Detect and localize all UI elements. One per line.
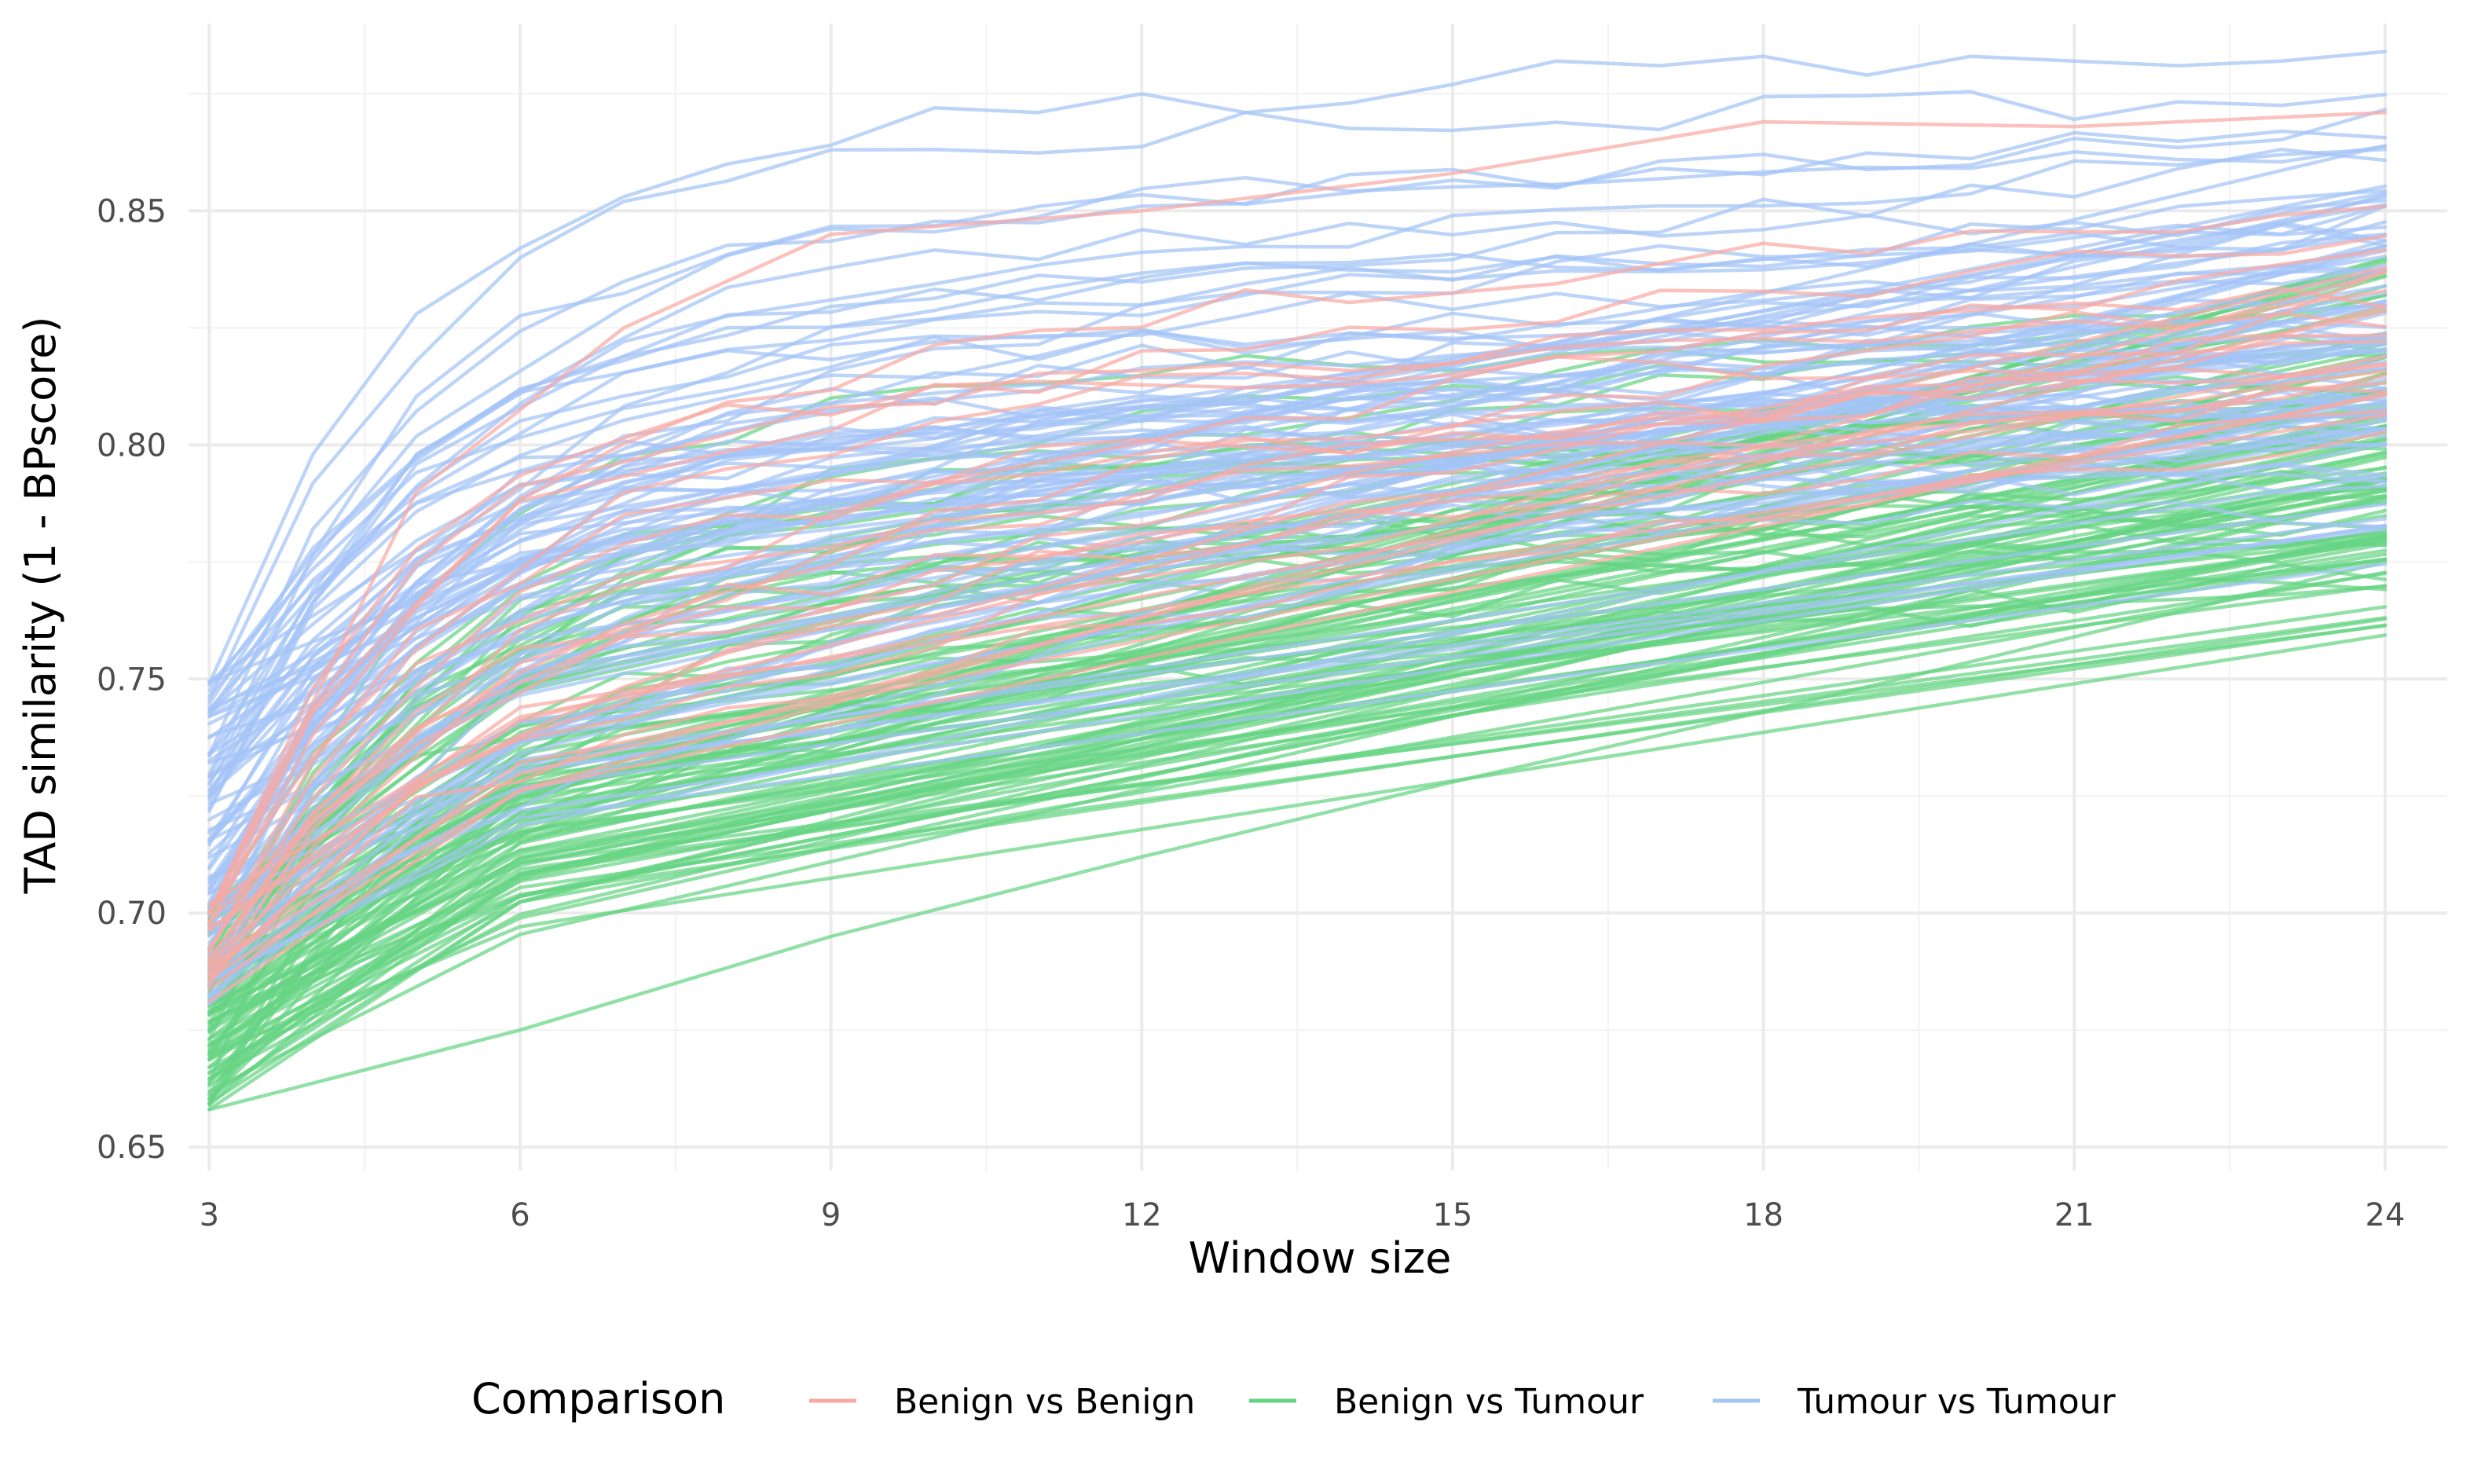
series-line-benign-vs-tumour (207, 495, 2388, 1069)
y-tick-label: 0.80 (97, 427, 167, 464)
series-line-tumour-vs-tumour (207, 220, 2388, 871)
series-line-benign-vs-benign (207, 339, 2388, 917)
series-line-tumour-vs-tumour (207, 221, 2388, 869)
series-line-benign-vs-tumour (207, 274, 2388, 1101)
x-tick-label: 21 (2054, 1197, 2095, 1233)
series-line-benign-vs-benign (207, 361, 2388, 954)
y-tick-labels: 0.65 0.70 0.75 0.80 0.85 (97, 193, 167, 1166)
x-tick-label: 9 (821, 1197, 841, 1233)
legend: Comparison Benign vs Benign Benign vs Tum… (471, 1374, 2117, 1424)
y-axis-title: TAD similarity (1 - BPscore) (16, 317, 65, 895)
series-line-benign-vs-benign (207, 386, 2388, 980)
x-tick-label: 6 (510, 1197, 530, 1233)
series-line-benign-vs-tumour (207, 560, 2388, 1112)
series-line-tumour-vs-tumour (207, 203, 2388, 705)
legend-label: Benign vs Benign (894, 1382, 1195, 1422)
series-line-benign-vs-benign (207, 289, 2388, 914)
series-line-tumour-vs-tumour (207, 502, 2388, 881)
x-tick-labels: 3 6 9 12 15 18 21 24 (200, 1197, 2406, 1233)
y-tick-label: 0.85 (97, 193, 167, 229)
series-line-tumour-vs-tumour (207, 144, 2388, 715)
series-line-tumour-vs-tumour (207, 454, 2388, 799)
series-line-benign-vs-benign (207, 110, 2388, 915)
series-line-tumour-vs-tumour (207, 204, 2388, 845)
legend-title: Comparison (471, 1374, 725, 1424)
series-line-benign-vs-benign (207, 333, 2388, 953)
series-line-benign-vs-tumour (207, 623, 2388, 1047)
series-line-tumour-vs-tumour (207, 129, 2388, 757)
series-line-tumour-vs-tumour (207, 225, 2388, 693)
legend-label: Tumour vs Tumour (1797, 1382, 2117, 1422)
series-line-benign-vs-tumour (207, 584, 2388, 962)
series-line-tumour-vs-tumour (207, 300, 2388, 832)
series-line-tumour-vs-tumour (207, 49, 2388, 686)
series-line-benign-vs-benign (207, 311, 2388, 963)
series-line-benign-vs-benign (207, 204, 2388, 928)
series-line-benign-vs-benign (207, 413, 2388, 931)
x-tick-label: 12 (1122, 1197, 1162, 1233)
y-tick-label: 0.65 (97, 1130, 167, 1166)
series-line-benign-vs-tumour (207, 269, 2388, 995)
series-line-tumour-vs-tumour (207, 562, 2388, 984)
series-line-benign-vs-benign (207, 368, 2388, 966)
legend-label: Benign vs Tumour (1334, 1382, 1644, 1422)
series-line-benign-vs-tumour (207, 617, 2388, 1016)
series-line-benign-vs-benign (207, 270, 2388, 1004)
series-line-tumour-vs-tumour (207, 523, 2388, 933)
y-tick-label: 0.75 (97, 661, 167, 698)
series-line-tumour-vs-tumour (207, 473, 2388, 895)
series-line-tumour-vs-tumour (207, 263, 2388, 718)
series-line-benign-vs-benign (207, 305, 2388, 969)
series-line-tumour-vs-tumour (207, 189, 2388, 915)
series-line-tumour-vs-tumour (207, 387, 2388, 913)
x-tick-label: 3 (200, 1197, 219, 1233)
x-tick-label: 15 (1432, 1197, 1472, 1233)
series-line-tumour-vs-tumour (207, 90, 2388, 702)
series-line-tumour-vs-tumour (207, 147, 2388, 786)
series-line-benign-vs-benign (207, 354, 2388, 906)
series-line-tumour-vs-tumour (207, 377, 2388, 998)
series-line-benign-vs-tumour (207, 437, 2388, 1105)
series-line-tumour-vs-tumour (207, 387, 2388, 843)
x-tick-label: 18 (1743, 1197, 1783, 1233)
series-line-benign-vs-benign (207, 381, 2388, 976)
series-line-benign-vs-benign (207, 269, 2388, 961)
x-axis-title: Window size (1189, 1233, 1452, 1283)
series-line-benign-vs-tumour (207, 442, 2388, 1031)
series-line-benign-vs-tumour (207, 605, 2388, 1046)
series-lines (207, 49, 2388, 1112)
x-tick-label: 24 (2365, 1197, 2405, 1233)
series-line-benign-vs-benign (207, 248, 2388, 983)
series-line-benign-vs-benign (207, 234, 2388, 926)
y-tick-label: 0.70 (97, 896, 167, 932)
series-line-tumour-vs-tumour (207, 263, 2388, 813)
